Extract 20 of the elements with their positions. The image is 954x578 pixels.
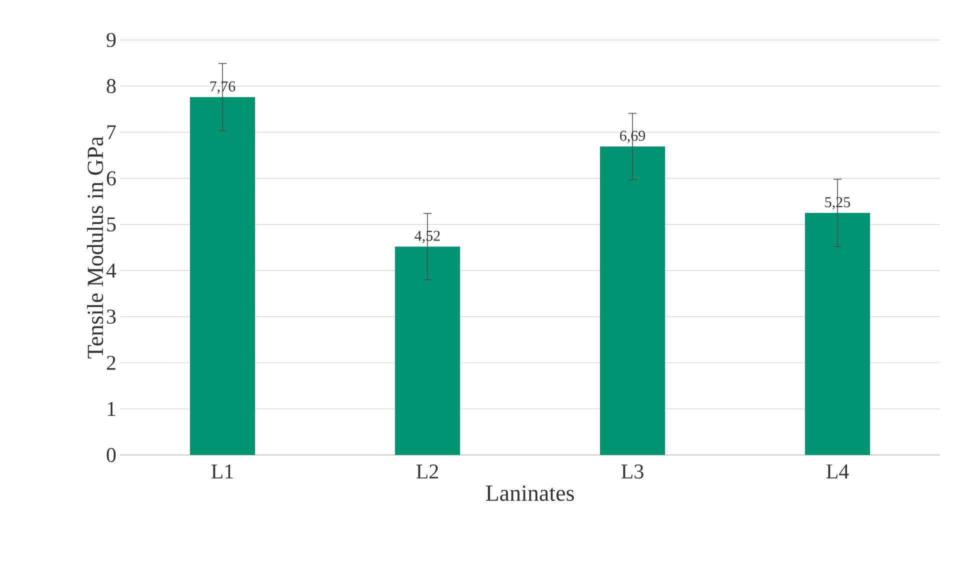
y-tick-label: 9 <box>106 32 116 48</box>
y-tick-label: 2 <box>106 356 116 370</box>
x-tick-label: L4 <box>826 464 849 478</box>
y-tick-label: 7 <box>107 125 116 140</box>
y-tick-label: 1 <box>108 402 116 416</box>
y-axis-title: Tensile Modulus in GPa <box>86 136 104 358</box>
bar <box>395 246 460 455</box>
x-tick-label: L1 <box>211 464 233 478</box>
bar <box>190 97 256 455</box>
bar <box>600 146 666 455</box>
y-tick-label: 6 <box>106 171 116 186</box>
y-tick-label: 3 <box>106 310 116 324</box>
y-tick-label: 5 <box>107 217 116 232</box>
bar <box>805 212 870 455</box>
y-tick-label: 4 <box>106 264 116 278</box>
y-tick-label: 8 <box>106 79 116 94</box>
x-tick-label: L3 <box>621 464 644 479</box>
x-tick-label: L2 <box>416 464 438 478</box>
x-axis-title: Laninates <box>486 485 574 501</box>
y-tick-label: 0 <box>106 448 116 462</box>
